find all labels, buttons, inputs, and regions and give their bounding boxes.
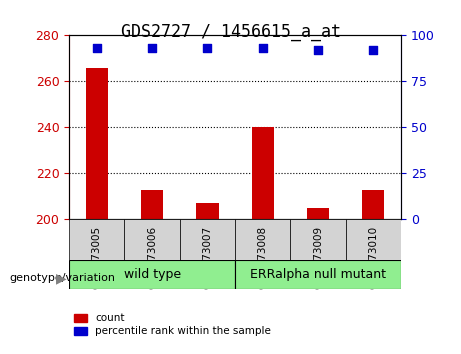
Text: ERRalpha null mutant: ERRalpha null mutant: [250, 268, 386, 281]
FancyBboxPatch shape: [346, 219, 401, 260]
Text: GDS2727 / 1456615_a_at: GDS2727 / 1456615_a_at: [120, 23, 341, 41]
FancyBboxPatch shape: [69, 260, 235, 289]
Text: GSM173009: GSM173009: [313, 225, 323, 289]
FancyBboxPatch shape: [235, 219, 290, 260]
FancyBboxPatch shape: [124, 219, 180, 260]
Point: [148, 45, 156, 51]
Bar: [86, 68, 108, 219]
Text: wild type: wild type: [124, 268, 181, 281]
Bar: [307, 208, 329, 219]
Text: GSM173007: GSM173007: [202, 225, 213, 289]
Text: GSM173010: GSM173010: [368, 225, 378, 289]
FancyBboxPatch shape: [69, 219, 124, 260]
FancyBboxPatch shape: [290, 219, 346, 260]
Bar: [141, 190, 163, 219]
Text: GSM173005: GSM173005: [92, 225, 102, 289]
Point: [370, 47, 377, 53]
Point: [93, 45, 100, 51]
FancyBboxPatch shape: [180, 219, 235, 260]
Point: [314, 47, 322, 53]
Bar: [362, 190, 384, 219]
Text: ▶: ▶: [56, 271, 67, 285]
Point: [204, 45, 211, 51]
Text: GSM173008: GSM173008: [258, 225, 268, 289]
Point: [259, 45, 266, 51]
FancyBboxPatch shape: [235, 260, 401, 289]
Text: GSM173006: GSM173006: [147, 225, 157, 289]
Text: genotype/variation: genotype/variation: [9, 273, 115, 283]
Bar: [196, 203, 219, 219]
Legend: count, percentile rank within the sample: count, percentile rank within the sample: [74, 313, 271, 336]
Bar: [252, 127, 274, 219]
